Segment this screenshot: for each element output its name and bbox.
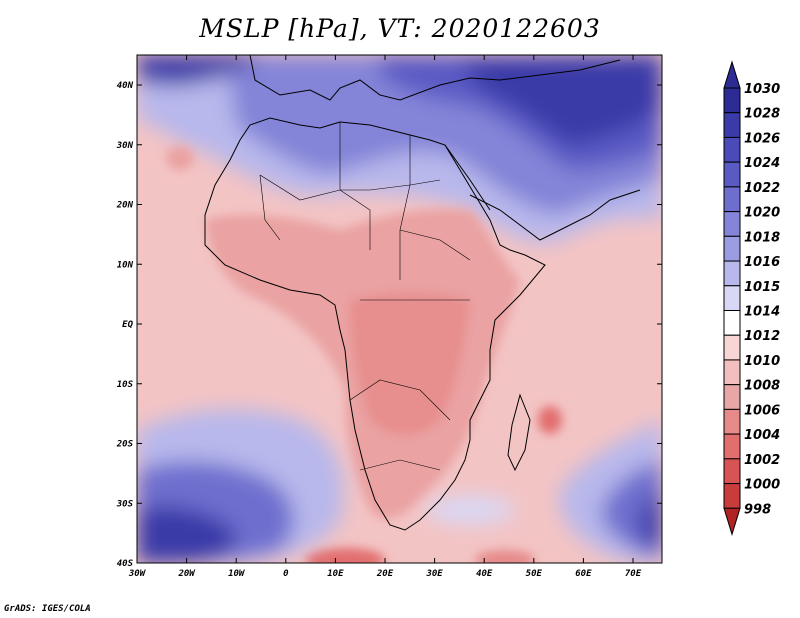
south-high-pressure	[137, 409, 662, 563]
red-sea-coastline	[444, 144, 491, 211]
colorbar-swatch	[723, 235, 741, 262]
lat-label: 10S	[117, 380, 134, 390]
lon-label: 50E	[526, 569, 543, 579]
colorbar-swatch	[723, 334, 741, 361]
colorbar-swatch	[723, 384, 741, 410]
longitude-axis: 30W 20W 10W 0 10E 20E 30E 40E 50E 60E 70E	[128, 55, 642, 579]
lon-label: 70E	[625, 569, 642, 579]
land-low-pressure	[166, 146, 562, 563]
colorbar-label: 1010	[744, 354, 780, 369]
colorbar-swatch	[723, 186, 741, 213]
colorbar-swatch	[723, 211, 741, 237]
lon-label: 30W	[128, 569, 147, 579]
colorbar-label: 1000	[744, 478, 780, 493]
lat-label: 40N	[117, 81, 134, 91]
lon-label: 20W	[177, 569, 196, 579]
colorbar-swatch	[723, 433, 741, 460]
colorbar-label: 1026	[744, 131, 780, 146]
colorbar-swatch	[723, 483, 741, 509]
colorbar-label: 1024	[744, 156, 780, 171]
colorbar-label: 1002	[744, 453, 780, 468]
colorbar-swatch	[723, 285, 741, 311]
lat-label: EQ	[122, 320, 133, 330]
mediterranean-coastline	[249, 55, 621, 101]
colorbar-label: 1016	[744, 255, 780, 270]
colorbar-top-arrow	[723, 60, 741, 89]
lon-label: 40E	[476, 569, 493, 579]
lon-label: 10E	[327, 569, 344, 579]
latitude-axis: 40N 30N 20N 10N EQ 10S 20S 30S 40S	[116, 81, 662, 569]
lat-label: 40S	[117, 559, 134, 569]
colorbar-swatch	[723, 112, 741, 138]
colorbar-label: 1006	[744, 403, 780, 418]
colorbar-swatch	[723, 136, 741, 163]
lat-label: 20N	[116, 201, 134, 211]
colorbar-label: 1012	[744, 329, 780, 344]
colorbar-swatch	[723, 408, 741, 435]
pressure-field	[137, 55, 662, 563]
colorbar-label: 1020	[744, 206, 780, 221]
colorbar-swatch	[723, 458, 741, 485]
lat-label: 20S	[116, 440, 134, 450]
madagascar-coastline	[507, 393, 531, 472]
country-borders	[259, 122, 471, 471]
colorbar-swatch	[723, 260, 741, 287]
colorbar-label: 1014	[744, 305, 780, 320]
lat-label: 30S	[116, 499, 134, 509]
colorbar-label: 1015	[744, 280, 780, 295]
lat-label: 30N	[116, 141, 134, 151]
colorbar-bottom-arrow	[723, 507, 741, 536]
colorbar: 1030 1028 1026 1024 1022 1020 1018 1016 1015 1014…	[723, 60, 780, 536]
africa-coastline	[204, 117, 546, 531]
colorbar-label: 998	[744, 502, 771, 517]
map-title: MSLP [hPa], VT: 2020122603	[199, 14, 601, 43]
colorbar-label: 1004	[744, 428, 780, 443]
lon-label: 20E	[376, 569, 394, 579]
colorbar-swatch	[723, 87, 741, 114]
colorbar-label: 1008	[744, 379, 780, 394]
colorbar-swatch	[723, 161, 741, 188]
lon-label: 0	[283, 569, 289, 579]
colorbar-label: 1018	[744, 230, 780, 245]
lon-label: 60E	[575, 569, 592, 579]
arabia-coastline	[469, 189, 641, 241]
north-high-pressure	[137, 55, 662, 243]
colorbar-label: 1028	[744, 107, 780, 122]
lat-label: 10N	[117, 260, 134, 270]
coastlines	[204, 55, 641, 531]
plot-frame	[136, 54, 663, 564]
colorbar-swatch	[723, 359, 741, 386]
credit-text: GrADS: IGES/COLA	[4, 604, 91, 614]
lon-label: 30E	[425, 569, 443, 579]
colorbar-label: 1030	[744, 82, 780, 97]
colorbar-label: 1022	[744, 181, 780, 196]
lon-label: 10W	[228, 569, 246, 579]
colorbar-swatch	[723, 310, 741, 336]
